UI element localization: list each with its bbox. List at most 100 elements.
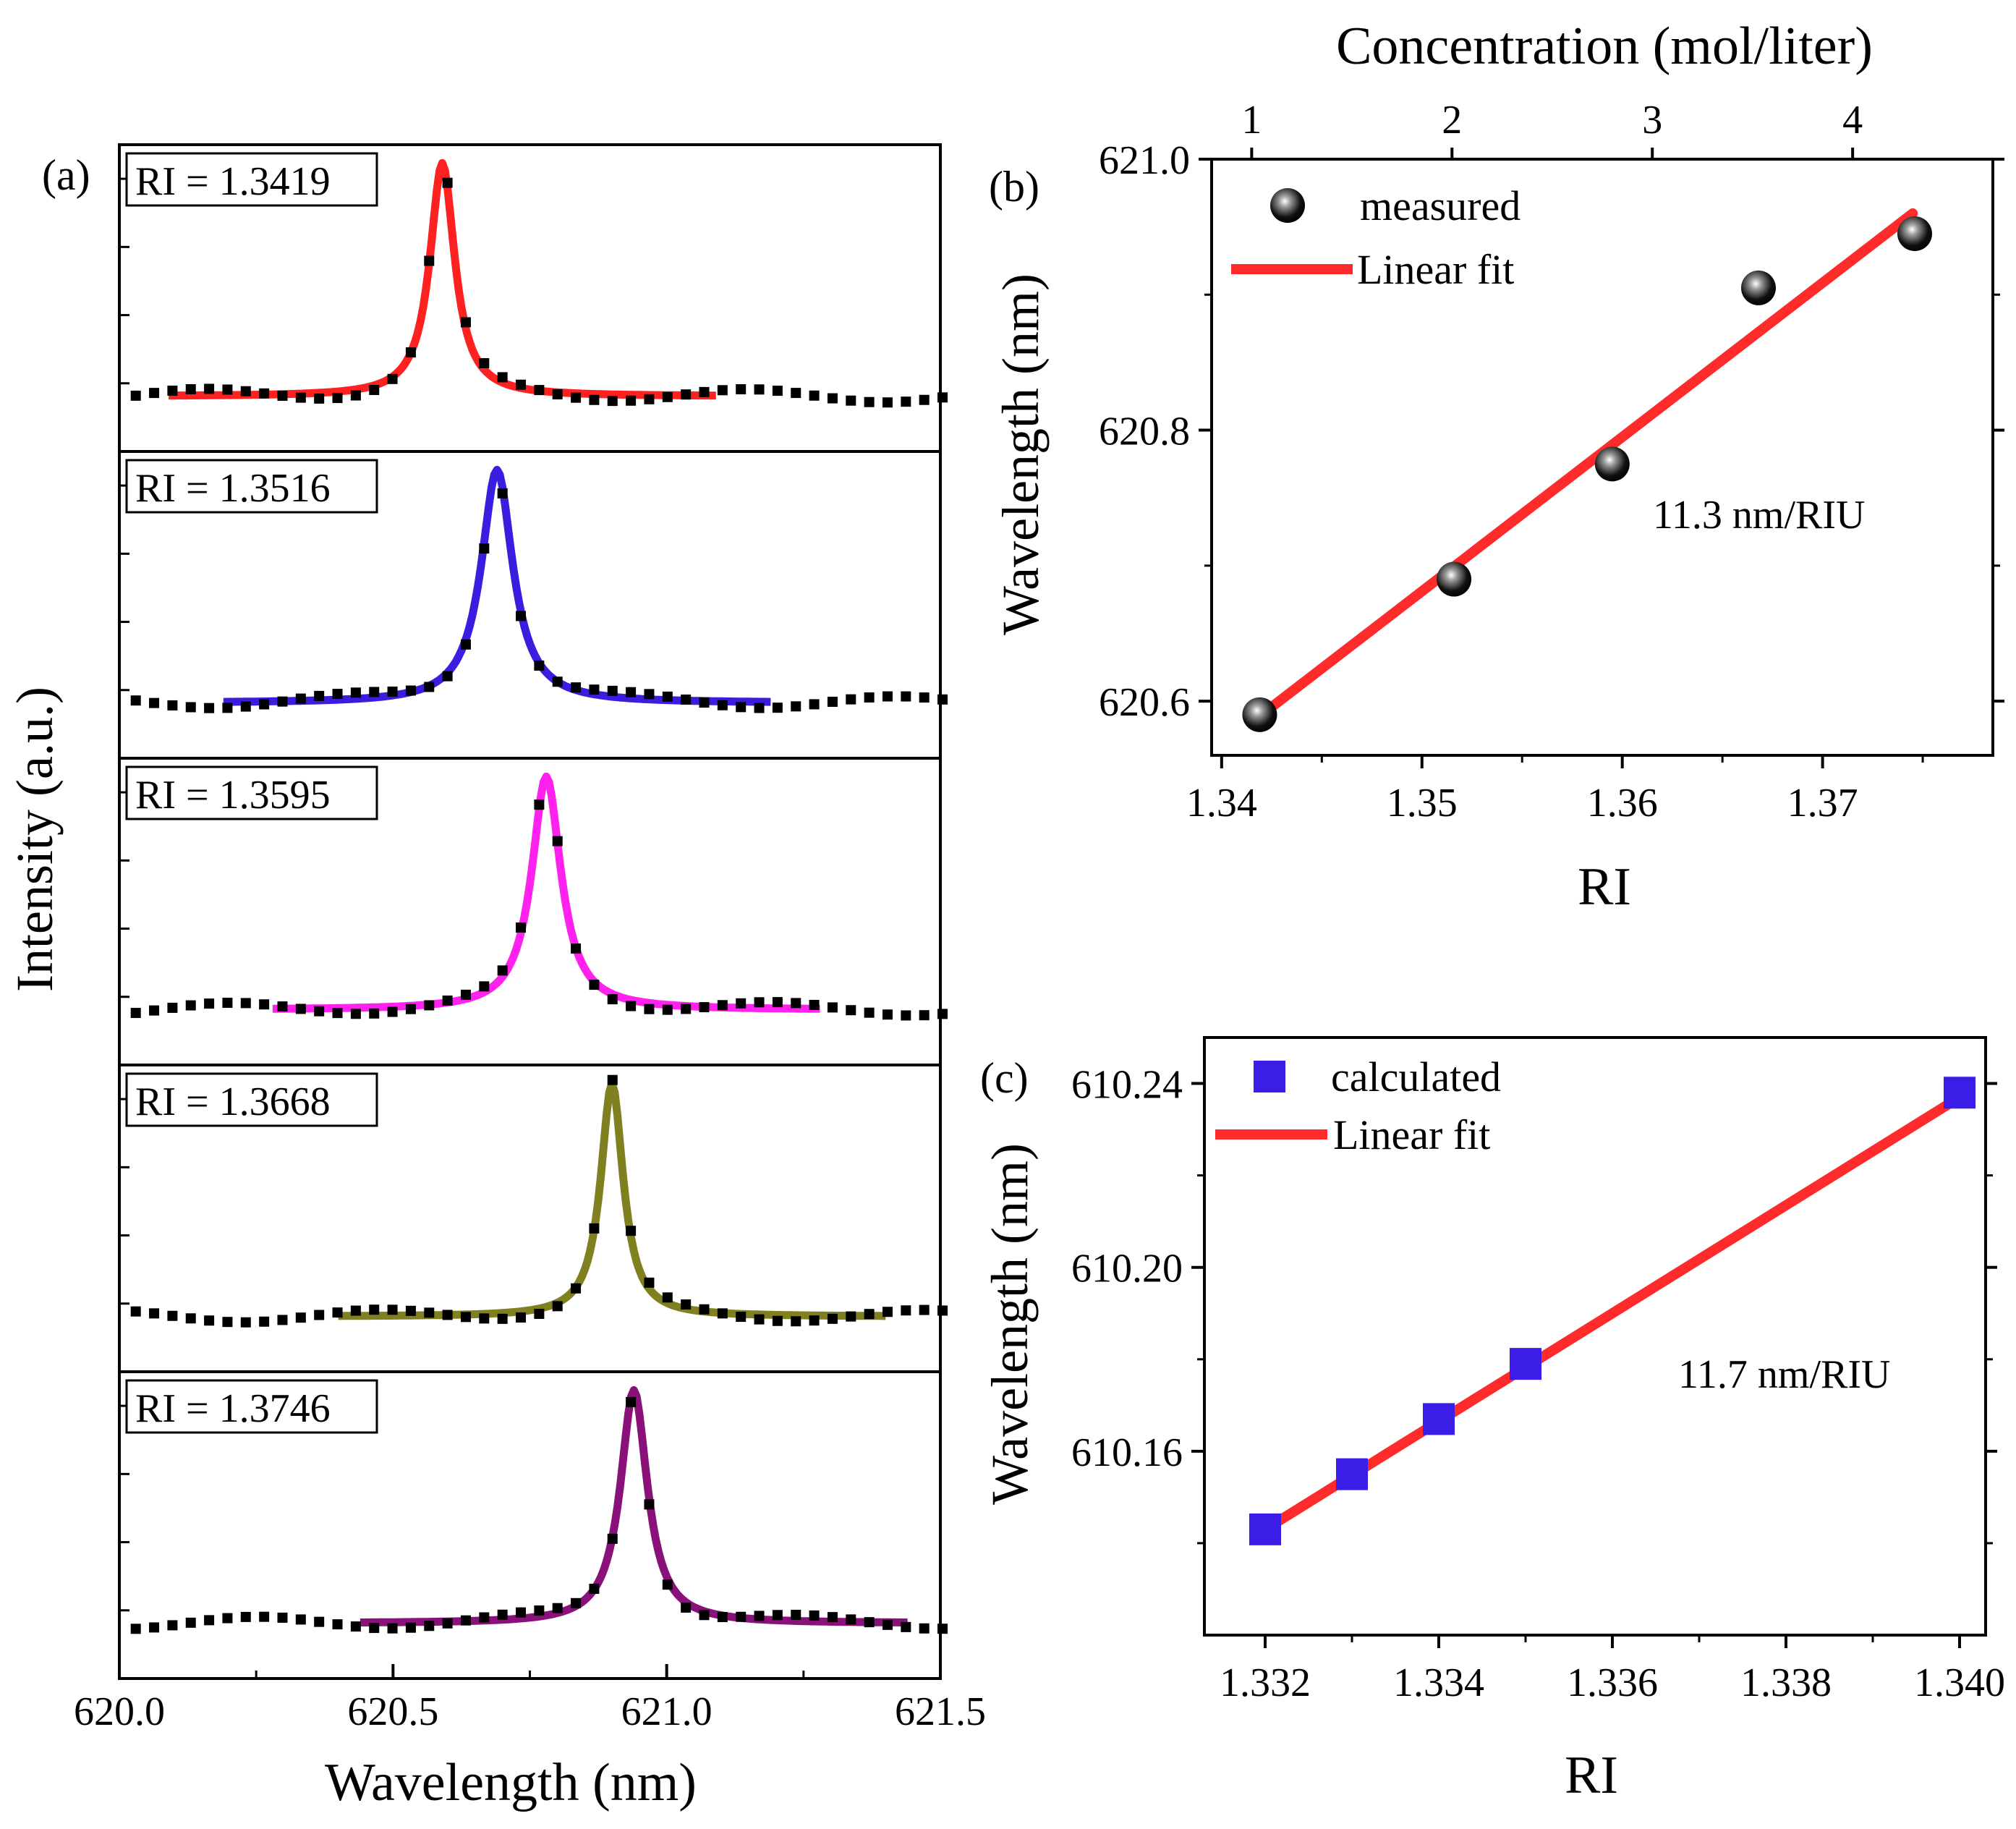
measured-point — [607, 1074, 618, 1085]
measured-point — [864, 1617, 875, 1628]
panel-c-label: (c) — [980, 1054, 1029, 1102]
measured-point — [1242, 697, 1277, 732]
measured-point — [937, 1009, 948, 1019]
legend-calculated-text: calculated — [1331, 1053, 1501, 1100]
x-tick-label: 1.36 — [1587, 781, 1658, 826]
measured-point — [552, 676, 563, 687]
y-tick-label: 610.24 — [1071, 1063, 1183, 1108]
measured-point — [626, 1001, 637, 1011]
y-tick-label: 621.0 — [1099, 138, 1190, 183]
measured-point — [185, 383, 196, 394]
panel-c-slope-annotation: 11.7 nm/RIU — [1678, 1352, 1890, 1397]
measured-point — [699, 1002, 710, 1013]
measured-point — [937, 392, 948, 403]
top-x-tick-label: 3 — [1642, 98, 1662, 143]
ri-label-box — [125, 1072, 378, 1127]
panel-b-top-x-axis-label: Concentration (mol/liter) — [1336, 17, 1873, 76]
x-tick-label: 621.5 — [895, 1689, 986, 1734]
measured-point — [846, 395, 856, 406]
measured-point — [699, 697, 710, 708]
measured-point — [479, 1612, 490, 1623]
measured-point — [387, 1623, 398, 1634]
measured-point — [149, 1308, 160, 1319]
measured-point — [516, 1312, 527, 1323]
x-tick-label: 620.0 — [74, 1689, 165, 1734]
measured-point — [791, 388, 801, 399]
measured-point — [681, 1299, 692, 1310]
spectrum-panel: RI = 1.3595 — [118, 757, 948, 1066]
measured-point — [571, 1283, 582, 1294]
panel-a-x-axis-label: Wavelength (nm) — [325, 1753, 697, 1812]
measured-point — [442, 671, 453, 682]
measured-point — [717, 1308, 728, 1319]
x-tick-label: 620.5 — [347, 1689, 438, 1734]
measured-point — [626, 1396, 637, 1407]
measured-point — [607, 685, 618, 696]
measured-point — [864, 1007, 875, 1018]
measured-point — [699, 1610, 710, 1621]
measured-point — [644, 394, 655, 404]
measured-point — [644, 1277, 655, 1288]
measured-point — [552, 1301, 563, 1312]
measured-point — [827, 1002, 838, 1013]
measured-point — [1437, 561, 1472, 597]
measured-point — [901, 691, 911, 702]
measured-point — [130, 1008, 141, 1019]
measured-point — [937, 694, 948, 705]
measured-point — [736, 1611, 747, 1622]
measured-point — [387, 1006, 398, 1017]
measured-point — [736, 1312, 747, 1323]
panel-a-chart: (a) Intensity (a.u.) Wavelength (nm) RI … — [6, 143, 986, 1812]
measured-point — [699, 1304, 710, 1315]
panel-c-linear-fit-line — [1260, 1092, 1965, 1535]
measured-point — [204, 703, 215, 713]
y-tick-label: 620.8 — [1099, 409, 1190, 454]
measured-point — [405, 347, 416, 358]
measured-point — [571, 1597, 582, 1608]
measured-point — [314, 1310, 325, 1320]
measured-point — [571, 392, 582, 403]
measured-point — [534, 385, 545, 396]
measured-point — [534, 1605, 545, 1616]
panel-b-label: (b) — [989, 163, 1039, 211]
panel-c-legend: calculated Linear fit — [1215, 1053, 1501, 1158]
measured-point — [534, 660, 545, 671]
measured-point — [332, 1619, 343, 1630]
measured-point — [442, 1310, 453, 1320]
panel-a-y-axis-label: Intensity (a.u.) — [6, 687, 64, 992]
measured-point — [937, 1624, 948, 1634]
ri-label-box — [125, 765, 378, 820]
x-tick-label: 1.336 — [1567, 1660, 1658, 1705]
calculated-point — [1423, 1403, 1455, 1435]
x-tick-label: 1.334 — [1393, 1660, 1484, 1705]
measured-point — [387, 373, 398, 384]
panel-c-y-axis-label: Wavelength (nm) — [981, 1143, 1039, 1505]
measured-point — [222, 998, 233, 1009]
measured-point — [1741, 270, 1776, 305]
measured-point — [846, 1614, 856, 1625]
measured-point — [167, 700, 178, 710]
measured-point — [571, 943, 582, 954]
lorentzian-fit-curve — [336, 1079, 887, 1320]
ri-label-box — [125, 459, 378, 514]
calculated-point — [1249, 1513, 1281, 1545]
measured-point — [937, 1305, 948, 1316]
x-tick-label: 1.35 — [1387, 781, 1458, 826]
measured-point — [772, 997, 783, 1008]
measured-point — [479, 1313, 490, 1324]
measured-point — [204, 1315, 215, 1326]
measured-point — [369, 1304, 380, 1315]
legend-calculated-marker — [1254, 1061, 1285, 1092]
measured-point — [185, 1313, 196, 1324]
measured-point — [552, 1603, 563, 1613]
measured-point — [295, 1003, 306, 1014]
measured-point — [681, 694, 692, 705]
measured-point — [240, 998, 251, 1009]
measured-point — [497, 965, 508, 976]
measured-point — [864, 396, 875, 407]
measured-point — [240, 1611, 251, 1622]
measured-point — [626, 1226, 637, 1236]
measured-point — [424, 682, 435, 692]
measured-point — [259, 999, 270, 1010]
